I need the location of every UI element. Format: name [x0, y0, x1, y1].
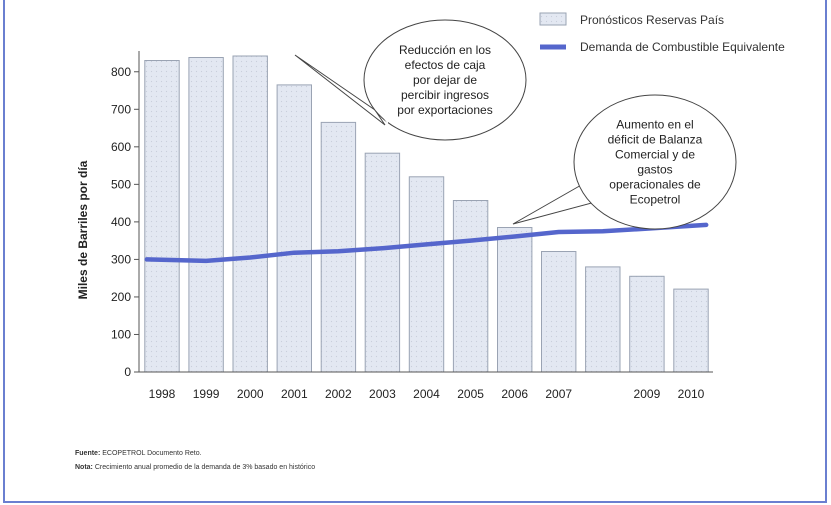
- callout-2-line-4: gastos: [637, 163, 672, 177]
- callout-2-line-3: Comercial y de: [615, 148, 695, 162]
- x-tick-label-2006: 2006: [501, 387, 528, 401]
- bar-2000: [232, 55, 268, 373]
- note-label: Nota:: [75, 464, 93, 471]
- x-tick-label-2005: 2005: [457, 387, 484, 401]
- y-tick-label-700: 700: [111, 102, 131, 116]
- x-tick-label-2009: 2009: [634, 387, 661, 401]
- callout-2-line-1: Aumento en el: [616, 118, 693, 132]
- bar-2007: [541, 251, 577, 373]
- bar-2003: [364, 152, 401, 373]
- x-tick-label-2003: 2003: [369, 387, 396, 401]
- legend: Pronósticos Reservas País Demanda de Comb…: [539, 12, 785, 54]
- chart-canvas: 0 100 200 300 400 500 600 700 800 1998 1999 2000 200…: [76, 12, 785, 401]
- footnote-note: Nota: Crecimiento anual promedio de la d…: [75, 464, 315, 471]
- x-tick-label-2010: 2010: [678, 387, 705, 401]
- note-text: Crecimiento anual promedio de la demanda…: [94, 464, 316, 471]
- callout-bubble-1: [363, 19, 527, 141]
- callout-1-line-4: percibir ingresos: [401, 88, 489, 102]
- callout-2-line-6: Ecopetrol: [630, 193, 681, 207]
- x-tick-label-1999: 1999: [193, 387, 220, 401]
- bar-1999: [188, 57, 224, 373]
- x-tick-label-2001: 2001: [281, 387, 308, 401]
- demand-line: [144, 222, 709, 264]
- bar-2010: [673, 288, 709, 373]
- y-tick-label-600: 600: [111, 140, 131, 154]
- legend-swatch-bars: [539, 12, 567, 26]
- callout-1-line-5: por exportaciones: [397, 103, 492, 117]
- source-text: ECOPETROL Documento Reto.: [102, 450, 202, 457]
- bars-layer: [144, 55, 709, 373]
- bar-2002: [320, 121, 357, 373]
- bar-2001: [276, 84, 313, 373]
- bar-2009: [629, 275, 665, 373]
- callout-2-line-2: déficit de Balanza: [608, 133, 703, 147]
- callout-seam-1: [378, 111, 388, 124]
- bar-2005: [452, 200, 489, 373]
- chart-frame: 0 100 200 300 400 500 600 700 800 1998 1999 2000 200…: [3, 0, 827, 503]
- callout-bubble-2: [573, 94, 737, 230]
- y-tick-label-200: 200: [111, 290, 131, 304]
- callout-1-line-3: por dejar de: [413, 73, 477, 87]
- callout-seam-2: [593, 181, 606, 199]
- x-tick-label-2000: 2000: [237, 387, 264, 401]
- x-tick-label-2007: 2007: [545, 387, 572, 401]
- y-axis-label: Miles de Barriles por día: [76, 160, 90, 299]
- bar-2004: [408, 176, 445, 373]
- bar-2008: [585, 266, 621, 373]
- legend-label-bars: Pronósticos Reservas País: [580, 13, 724, 27]
- x-tick-label-2002: 2002: [325, 387, 352, 401]
- y-tick-label-0: 0: [124, 365, 131, 379]
- y-tick-label-500: 500: [111, 177, 131, 191]
- callout-1-line-1: Reducción en los: [399, 43, 491, 57]
- legend-label-line: Demanda de Combustible Equivalente: [580, 40, 785, 54]
- x-tick-label-2004: 2004: [413, 387, 440, 401]
- x-tick-label-1998: 1998: [149, 387, 176, 401]
- line-layer: [144, 222, 709, 264]
- callout-1-line-2: efectos de caja: [405, 58, 486, 72]
- bar-1998: [144, 60, 180, 373]
- bar-2006: [497, 227, 533, 373]
- y-tick-label-400: 400: [111, 215, 131, 229]
- axes-layer: 0 100 200 300 400 500 600 700 800 1998 1999 2000 200…: [111, 51, 713, 401]
- callout-tail-1: [294, 54, 386, 126]
- footnote-source: Fuente: ECOPETROL Documento Reto.: [75, 450, 202, 457]
- y-tick-label-800: 800: [111, 65, 131, 79]
- y-tick-label-300: 300: [111, 252, 131, 266]
- source-label: Fuente:: [75, 450, 101, 457]
- callout-2-line-5: operacionales de: [609, 178, 701, 192]
- y-tick-label-100: 100: [111, 327, 131, 341]
